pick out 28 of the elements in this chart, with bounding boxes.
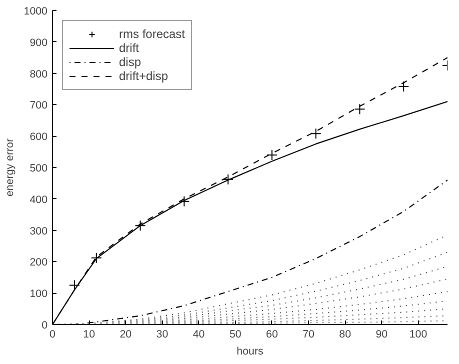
x-tick-label: 30	[156, 328, 168, 340]
x-axis-title: hours	[236, 346, 264, 358]
x-tick-label: 40	[192, 328, 205, 340]
y-tick-label: 400	[30, 194, 48, 206]
x-tick-label: 70	[302, 328, 315, 340]
y-tick-label: 200	[30, 256, 48, 269]
x-tick-label: 100	[409, 328, 428, 340]
y-tick-label: 900	[30, 36, 48, 49]
x-tick-label: 90	[376, 328, 388, 340]
x-tick-label: 80	[339, 328, 352, 340]
y-axis-title: energy error	[4, 138, 16, 197]
legend-label: drift+disp	[119, 69, 168, 83]
y-tick-label: 600	[30, 131, 48, 144]
x-tick-label: 20	[120, 328, 132, 340]
legend-label: rms forecast	[119, 27, 186, 41]
y-tick-label: 100	[30, 288, 48, 300]
y-tick-label: 300	[30, 225, 48, 238]
y-tick-label: 800	[30, 68, 48, 80]
x-tick-label: 10	[83, 328, 96, 340]
y-tick-label: 500	[30, 162, 48, 174]
legend-label: disp	[119, 55, 142, 69]
y-tick-label: 1000	[24, 6, 48, 18]
x-tick-label: 0	[50, 328, 56, 340]
y-tick-label: 700	[30, 100, 48, 112]
x-tick-label: 60	[266, 328, 278, 340]
legend-label: drift	[119, 41, 140, 55]
y-tick-label: 0	[42, 320, 48, 332]
x-tick-label: 50	[229, 328, 242, 340]
